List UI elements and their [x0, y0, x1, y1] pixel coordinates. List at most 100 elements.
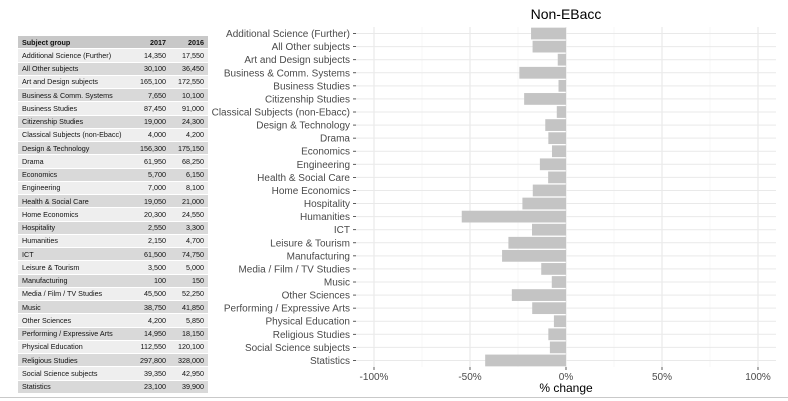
table-row: Design & Technology 156,300 175,150	[18, 141, 208, 156]
category-label: Social Science subjects	[245, 343, 350, 354]
category-label: Design & Technology	[256, 121, 350, 132]
cell-subject: Media / Film / TV Studies	[18, 287, 132, 302]
bar	[531, 27, 566, 40]
bar	[532, 184, 566, 197]
cell-2017: 3,500	[132, 260, 170, 275]
category-label: Engineering	[297, 160, 350, 171]
cell-2017: 30,100	[132, 62, 170, 76]
cell-subject: Performing / Expressive Arts	[18, 327, 132, 341]
bar	[548, 171, 566, 184]
category-label: Classical Subjects (non-Ebacc)	[212, 108, 350, 119]
category-label: Business Studies	[273, 81, 350, 92]
cell-subject: Business & Comm. Systems	[18, 88, 132, 103]
category-label: Physical Education	[266, 317, 351, 328]
category-label: Citizenship Studies	[265, 94, 350, 105]
table-row: All Other subjects 30,100 36,450	[18, 62, 208, 76]
table-row: Health & Social Care 19,050 21,000	[18, 194, 208, 209]
column-header-2016: 2016	[170, 36, 208, 50]
table-row: Engineering 7,000 8,100	[18, 181, 208, 196]
bar	[541, 263, 566, 275]
table-row: Home Economics 20,300 24,550	[18, 207, 208, 222]
bar	[551, 145, 566, 158]
cell-2017: 165,100	[132, 75, 170, 90]
table-row: Hospitality 2,550 3,300	[18, 221, 208, 235]
cell-subject: Business Studies	[18, 101, 132, 116]
category-label: All Other subjects	[272, 42, 350, 53]
cell-2016: 17,550	[170, 48, 208, 63]
cell-2016: 6,150	[170, 168, 208, 182]
cell-subject: Home Economics	[18, 207, 132, 222]
cell-subject: Humanities	[18, 234, 132, 249]
bar	[548, 328, 566, 341]
cell-2017: 4,200	[132, 313, 170, 328]
table-row: Humanities 2,150 4,700	[18, 234, 208, 249]
cell-2016: 39,900	[170, 380, 208, 394]
x-axis: -100% -50% 0% 50% 100%	[360, 367, 771, 383]
cell-2016: 150	[170, 274, 208, 288]
bar	[532, 302, 566, 315]
cell-subject: Religious Studies	[18, 353, 132, 368]
cell-subject: Other Sciences	[18, 313, 132, 328]
category-label: Hospitality	[304, 199, 350, 210]
cell-subject: Manufacturing	[18, 274, 132, 288]
bar	[558, 79, 566, 92]
table-row: Media / Film / TV Studies 45,500 52,250	[18, 287, 208, 302]
cell-2017: 4,000	[132, 128, 170, 143]
table-header-row: Subject group 2017 2016	[18, 36, 208, 50]
cell-2017: 45,500	[132, 287, 170, 302]
cell-subject: Design & Technology	[18, 141, 132, 156]
category-label: Manufacturing	[287, 251, 350, 262]
cell-subject: All Other subjects	[18, 62, 132, 76]
category-label: Religious Studies	[273, 330, 350, 341]
table-row: Music 38,750 41,850	[18, 300, 208, 315]
category-label: Humanities	[300, 212, 350, 223]
cell-2017: 14,350	[132, 48, 170, 63]
cell-2016: 21,000	[170, 194, 208, 209]
table-row: Economics 5,700 6,150	[18, 168, 208, 182]
cell-2016: 4,200	[170, 128, 208, 143]
cell-subject: Music	[18, 300, 132, 315]
cell-subject: Health & Social Care	[18, 194, 132, 209]
category-label: Additional Science (Further)	[226, 29, 350, 40]
bar	[485, 354, 566, 367]
cell-subject: Engineering	[18, 181, 132, 196]
table-row: Citizenship Studies 19,000 24,300	[18, 115, 208, 129]
cell-2016: 10,100	[170, 88, 208, 103]
table-row: Classical Subjects (non-Ebacc) 4,000 4,200	[18, 128, 208, 143]
table-row: Business Studies 87,450 91,000	[18, 101, 208, 116]
cell-2017: 19,000	[132, 115, 170, 129]
bar	[511, 289, 566, 301]
cell-2017: 14,950	[132, 327, 170, 341]
cell-2017: 23,100	[132, 380, 170, 394]
category-label: Statistics	[310, 356, 350, 367]
cell-2017: 2,150	[132, 234, 170, 249]
cell-2016: 172,550	[170, 75, 208, 90]
x-tick-label: 100%	[745, 372, 771, 383]
table-row: Additional Science (Further) 14,350 17,550	[18, 48, 208, 63]
cell-2016: 175,150	[170, 141, 208, 156]
table-row: Business & Comm. Systems 7,650 10,100	[18, 88, 208, 103]
cell-2016: 4,700	[170, 234, 208, 249]
table-row: Religious Studies 297,800 328,000	[18, 353, 208, 368]
bar	[545, 119, 566, 131]
cell-subject: Classical Subjects (non-Ebacc)	[18, 128, 132, 143]
category-label: Business & Comm. Systems	[224, 68, 350, 79]
x-tick-label: -100%	[360, 372, 389, 383]
table-row: ICT 61,500 74,750	[18, 247, 208, 262]
cell-2016: 328,000	[170, 353, 208, 368]
cell-2016: 120,100	[170, 340, 208, 355]
column-header-2017: 2017	[132, 36, 170, 50]
cell-2017: 61,950	[132, 154, 170, 169]
cell-2017: 5,700	[132, 168, 170, 182]
cell-2017: 19,050	[132, 194, 170, 209]
cell-subject: Additional Science (Further)	[18, 48, 132, 63]
cell-2016: 74,750	[170, 247, 208, 262]
bar	[519, 66, 566, 79]
x-tick-label: 0%	[559, 372, 574, 383]
bar	[524, 93, 566, 105]
bar	[522, 197, 566, 210]
cell-subject: Statistics	[18, 380, 132, 394]
cell-2016: 5,000	[170, 260, 208, 275]
category-label: Drama	[320, 134, 350, 145]
cell-2017: 297,800	[132, 353, 170, 368]
